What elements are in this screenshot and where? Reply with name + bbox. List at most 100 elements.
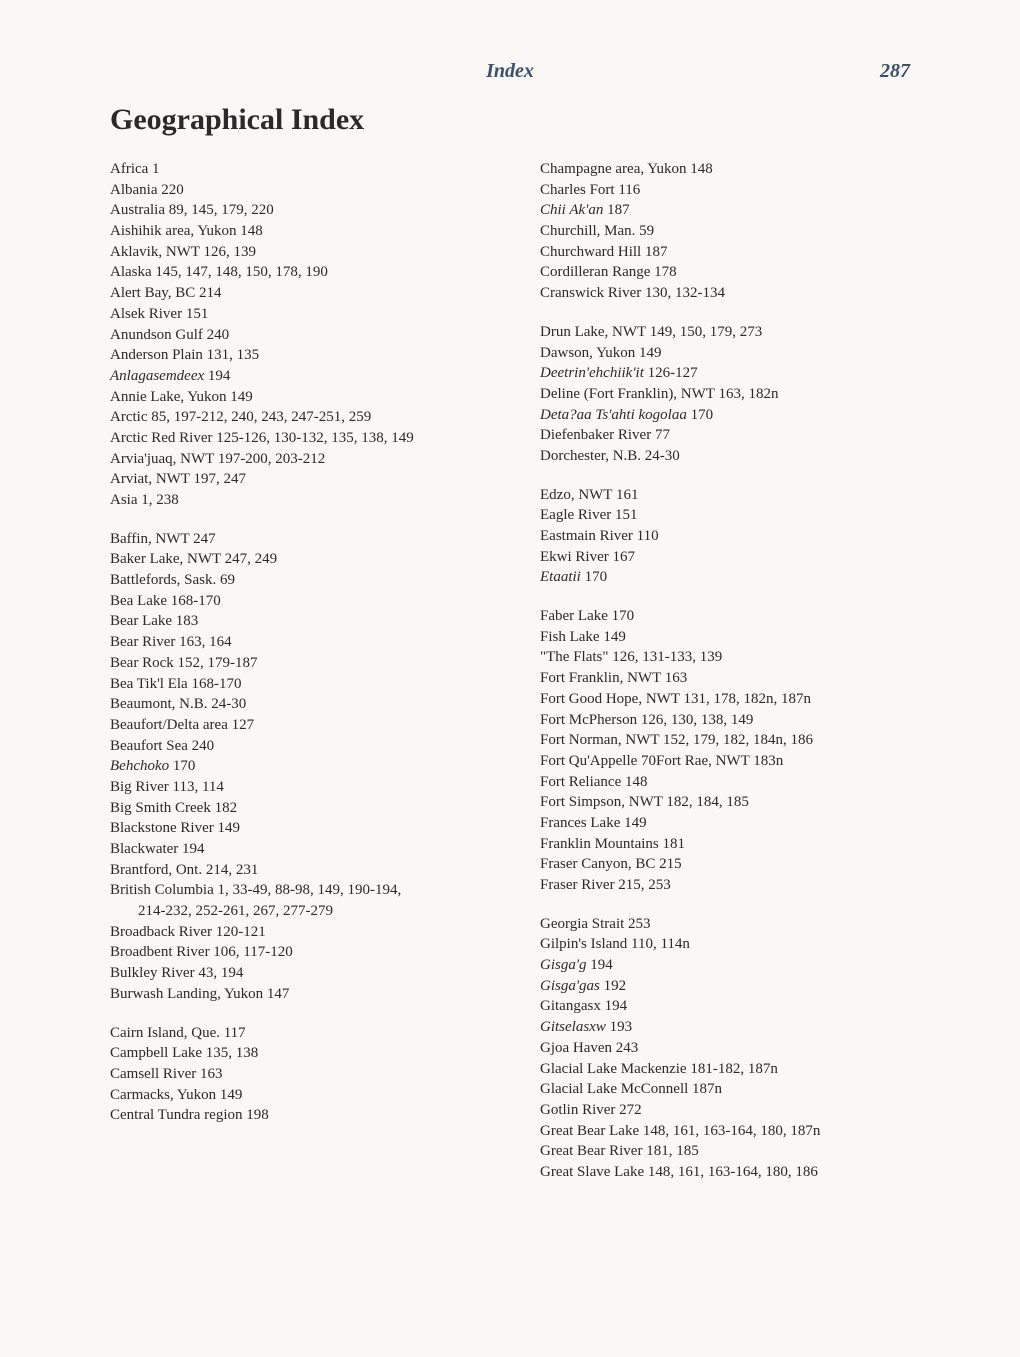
index-entry: Fort McPherson 126, 130, 138, 149: [540, 710, 940, 731]
index-entry: Anderson Plain 131, 135: [110, 345, 510, 366]
index-entry: Gotlin River 272: [540, 1100, 940, 1121]
index-entry: Big Smith Creek 182: [110, 798, 510, 819]
index-entry: Arvia'juaq, NWT 197-200, 203-212: [110, 449, 510, 470]
index-entry: Baker Lake, NWT 247, 249: [110, 549, 510, 570]
index-page-refs: 193: [606, 1019, 632, 1035]
index-entry: Blackwater 194: [110, 839, 510, 860]
index-page-refs: 170: [687, 407, 713, 423]
index-entry: Great Bear River 181, 185: [540, 1141, 940, 1162]
index-term-italic: Gisga'g: [540, 957, 587, 973]
index-entry: Franklin Mountains 181: [540, 834, 940, 855]
index-entry: Anundson Gulf 240: [110, 325, 510, 346]
index-entry: Bear Rock 152, 179-187: [110, 653, 510, 674]
index-entry: Fort Qu'Appelle 70Fort Rae, NWT 183n: [540, 751, 940, 772]
index-term-italic: Behchoko: [110, 758, 169, 774]
index-entry: Asia 1, 238: [110, 490, 510, 511]
index-entry: Bear River 163, 164: [110, 632, 510, 653]
index-entry: Chii Ak'an 187: [540, 200, 940, 221]
index-term-italic: Gisga'gas: [540, 978, 600, 994]
index-entry: Dorchester, N.B. 24-30: [540, 446, 940, 467]
index-entry: Faber Lake 170: [540, 606, 940, 627]
index-entry: Annie Lake, Yukon 149: [110, 387, 510, 408]
index-entry: Drun Lake, NWT 149, 150, 179, 273: [540, 322, 940, 343]
index-page-refs: 194: [587, 957, 613, 973]
section-gap: [540, 588, 940, 606]
index-entry: Baffin, NWT 247: [110, 529, 510, 550]
index-entry: Alert Bay, BC 214: [110, 283, 510, 304]
index-entry: Diefenbaker River 77: [540, 425, 940, 446]
index-entry: Fort Simpson, NWT 182, 184, 185: [540, 792, 940, 813]
index-term-italic: Deta?aa Ts'ahti kogolaa: [540, 407, 687, 423]
section-gap: [540, 304, 940, 322]
index-page-refs: 187: [603, 202, 629, 218]
index-entry: Bear Lake 183: [110, 611, 510, 632]
index-entry: Glacial Lake McConnell 187n: [540, 1079, 940, 1100]
index-entry: Charles Fort 116: [540, 180, 940, 201]
index-entry: Gitselasxw 193: [540, 1017, 940, 1038]
index-entry: Fraser River 215, 253: [540, 875, 940, 896]
index-entry: Brantford, Ont. 214, 231: [110, 860, 510, 881]
index-entry: Australia 89, 145, 179, 220: [110, 200, 510, 221]
index-entry: Deta?aa Ts'ahti kogolaa 170: [540, 405, 940, 426]
index-entry: Fish Lake 149: [540, 627, 940, 648]
index-entry: Fort Reliance 148: [540, 772, 940, 793]
index-entry: Arctic Red River 125-126, 130-132, 135, …: [110, 428, 510, 449]
index-entry: Champagne area, Yukon 148: [540, 159, 940, 180]
index-entry: Camsell River 163: [110, 1064, 510, 1085]
index-page-refs: 170: [581, 569, 607, 585]
index-entry: Glacial Lake Mackenzie 181-182, 187n: [540, 1059, 940, 1080]
section-gap: [540, 896, 940, 914]
header-title: Index: [170, 60, 850, 83]
index-entry: Churchward Hill 187: [540, 242, 940, 263]
index-page-refs: 126-127: [644, 365, 698, 381]
index-entry: Aishihik area, Yukon 148: [110, 221, 510, 242]
index-entry: Gisga'g 194: [540, 955, 940, 976]
index-entry: Beaufort Sea 240: [110, 736, 510, 757]
index-entry: Great Slave Lake 148, 161, 163-164, 180,…: [540, 1162, 940, 1183]
page-header: Index 287: [110, 60, 940, 83]
index-entry: Great Bear Lake 148, 161, 163-164, 180, …: [540, 1121, 940, 1142]
index-entry: Alaska 145, 147, 148, 150, 178, 190: [110, 262, 510, 283]
index-entry: Deline (Fort Franklin), NWT 163, 182n: [540, 384, 940, 405]
index-entry: Gjoa Haven 243: [540, 1038, 940, 1059]
index-term-italic: Gitselasxw: [540, 1019, 606, 1035]
index-entry: Bea Lake 168-170: [110, 591, 510, 612]
index-entry: Georgia Strait 253: [540, 914, 940, 935]
index-entry: Gilpin's Island 110, 114n: [540, 934, 940, 955]
index-entry: Behchoko 170: [110, 756, 510, 777]
index-entry: "The Flats" 126, 131-133, 139: [540, 647, 940, 668]
index-entry: Central Tundra region 198: [110, 1105, 510, 1126]
index-entry: Blackstone River 149: [110, 818, 510, 839]
index-entry: Deetrin'ehchiik'it 126-127: [540, 363, 940, 384]
index-entry: Frances Lake 149: [540, 813, 940, 834]
index-entry: Arctic 85, 197-212, 240, 243, 247-251, 2…: [110, 407, 510, 428]
index-entry: Fraser Canyon, BC 215: [540, 854, 940, 875]
index-term-italic: Anlagasemdeex: [110, 368, 204, 384]
main-title: Geographical Index: [110, 103, 940, 137]
index-entry: British Columbia 1, 33-49, 88-98, 149, 1…: [110, 880, 510, 901]
index-entry: Beaufort/Delta area 127: [110, 715, 510, 736]
index-entry: Churchill, Man. 59: [540, 221, 940, 242]
index-entry: Gisga'gas 192: [540, 976, 940, 997]
left-column: Africa 1Albania 220Australia 89, 145, 17…: [110, 159, 510, 1183]
index-entry: Campbell Lake 135, 138: [110, 1043, 510, 1064]
index-entry: Bulkley River 43, 194: [110, 963, 510, 984]
index-entry: Africa 1: [110, 159, 510, 180]
index-entry: Broadback River 120-121: [110, 922, 510, 943]
index-entry: Aklavik, NWT 126, 139: [110, 242, 510, 263]
index-entry: Beaumont, N.B. 24-30: [110, 694, 510, 715]
index-entry: Cranswick River 130, 132-134: [540, 283, 940, 304]
index-page-refs: 194: [204, 368, 230, 384]
index-entry: Alsek River 151: [110, 304, 510, 325]
index-term-italic: Chii Ak'an: [540, 202, 603, 218]
index-entry: Albania 220: [110, 180, 510, 201]
index-entry: Gitangasx 194: [540, 996, 940, 1017]
index-entry: Dawson, Yukon 149: [540, 343, 940, 364]
index-columns: Africa 1Albania 220Australia 89, 145, 17…: [110, 159, 940, 1183]
page-number: 287: [850, 60, 910, 83]
index-entry: Carmacks, Yukon 149: [110, 1085, 510, 1106]
index-entry: Big River 113, 114: [110, 777, 510, 798]
index-term-italic: Etaatii: [540, 569, 581, 585]
index-entry: Arviat, NWT 197, 247: [110, 469, 510, 490]
index-entry: Etaatii 170: [540, 567, 940, 588]
